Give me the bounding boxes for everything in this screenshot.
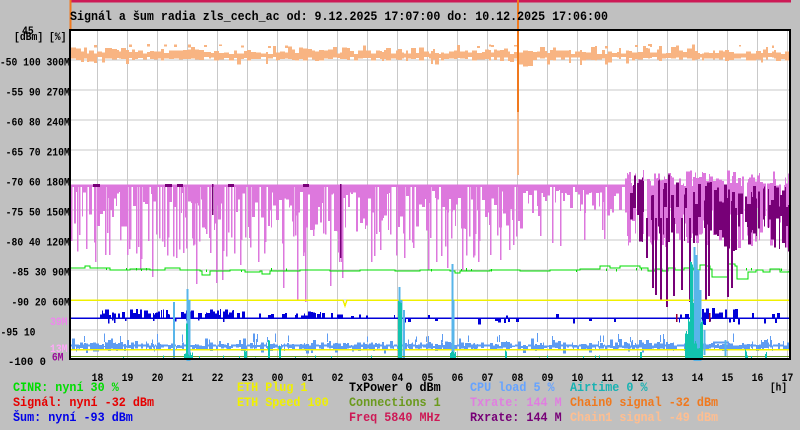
- svg-text:08: 08: [512, 373, 524, 385]
- svg-text:Šum: nyní -93 dBm: Šum: nyní -93 dBm: [13, 410, 133, 425]
- svg-text:19: 19: [122, 373, 134, 385]
- svg-text:ETH Speed 100: ETH Speed 100: [237, 396, 329, 410]
- svg-text:10: 10: [572, 373, 584, 385]
- svg-text:-55 90 270M: -55 90 270M: [6, 88, 70, 100]
- svg-text:01: 01: [302, 373, 314, 385]
- svg-text:Txrate: 144 M: Txrate: 144 M: [470, 396, 562, 410]
- svg-text:-65 70 210M: -65 70 210M: [6, 148, 70, 160]
- svg-text:CINR: nyní 30 %: CINR: nyní 30 %: [13, 381, 119, 395]
- svg-text:6M: 6M: [52, 353, 64, 365]
- svg-text:07: 07: [482, 373, 494, 385]
- svg-text:39M: 39M: [50, 317, 68, 329]
- svg-text:[dBm] [%]: [dBm] [%]: [14, 32, 66, 44]
- svg-text:-90 20 60M: -90 20 60M: [12, 298, 70, 310]
- svg-text:11: 11: [602, 373, 614, 385]
- svg-text:13: 13: [662, 373, 674, 385]
- svg-text:09: 09: [542, 373, 554, 385]
- svg-text:17: 17: [782, 373, 794, 385]
- svg-text:Airtime 0 %: Airtime 0 %: [570, 381, 648, 395]
- svg-text:-80 40 120M: -80 40 120M: [6, 238, 70, 250]
- svg-text:20: 20: [152, 373, 164, 385]
- svg-text:02: 02: [332, 373, 344, 385]
- svg-text:TxPower 0 dBm: TxPower 0 dBm: [349, 381, 441, 395]
- svg-text:ETH Plug 1: ETH Plug 1: [237, 381, 308, 395]
- svg-text:03: 03: [362, 373, 374, 385]
- svg-text:-100 0: -100 0: [8, 357, 46, 369]
- svg-text:Chain1 signal -49 dBm: Chain1 signal -49 dBm: [570, 411, 718, 425]
- svg-text:Signál a šum radia zls_cech_ac: Signál a šum radia zls_cech_ac od: 9.12.…: [70, 10, 608, 24]
- svg-text:04: 04: [392, 373, 404, 385]
- svg-text:Freq 5840 MHz: Freq 5840 MHz: [349, 411, 441, 425]
- svg-text:[h]: [h]: [770, 383, 787, 395]
- svg-text:-70 60 180M: -70 60 180M: [6, 178, 70, 190]
- svg-text:06: 06: [452, 373, 464, 385]
- svg-text:Signál: nyní -32 dBm: Signál: nyní -32 dBm: [13, 396, 154, 410]
- svg-text:23: 23: [242, 373, 254, 385]
- svg-text:14: 14: [692, 373, 704, 385]
- svg-text:18: 18: [92, 373, 104, 385]
- svg-text:-85 30 90M: -85 30 90M: [12, 268, 70, 280]
- svg-text:-60 80 240M: -60 80 240M: [6, 118, 70, 130]
- svg-text:22: 22: [212, 373, 224, 385]
- svg-text:-75 50 150M: -75 50 150M: [6, 208, 70, 220]
- svg-text:12: 12: [632, 373, 644, 385]
- svg-text:45: 45: [22, 26, 34, 38]
- svg-text:Rxrate: 144 M: Rxrate: 144 M: [470, 411, 562, 425]
- svg-text:15: 15: [722, 373, 734, 385]
- svg-text:00: 00: [272, 373, 284, 385]
- svg-text:Connections 1: Connections 1: [349, 396, 441, 410]
- svg-text:-50 100 300M: -50 100 300M: [0, 58, 70, 70]
- svg-text:05: 05: [422, 373, 434, 385]
- svg-text:13M: 13M: [50, 344, 68, 356]
- svg-text:-95 10: -95 10: [1, 328, 36, 340]
- svg-text:Chain0 signal -32 dBm: Chain0 signal -32 dBm: [570, 396, 718, 410]
- svg-text:21: 21: [182, 373, 194, 385]
- svg-text:16: 16: [752, 373, 764, 385]
- svg-text:CPU load 5 %: CPU load 5 %: [470, 381, 555, 395]
